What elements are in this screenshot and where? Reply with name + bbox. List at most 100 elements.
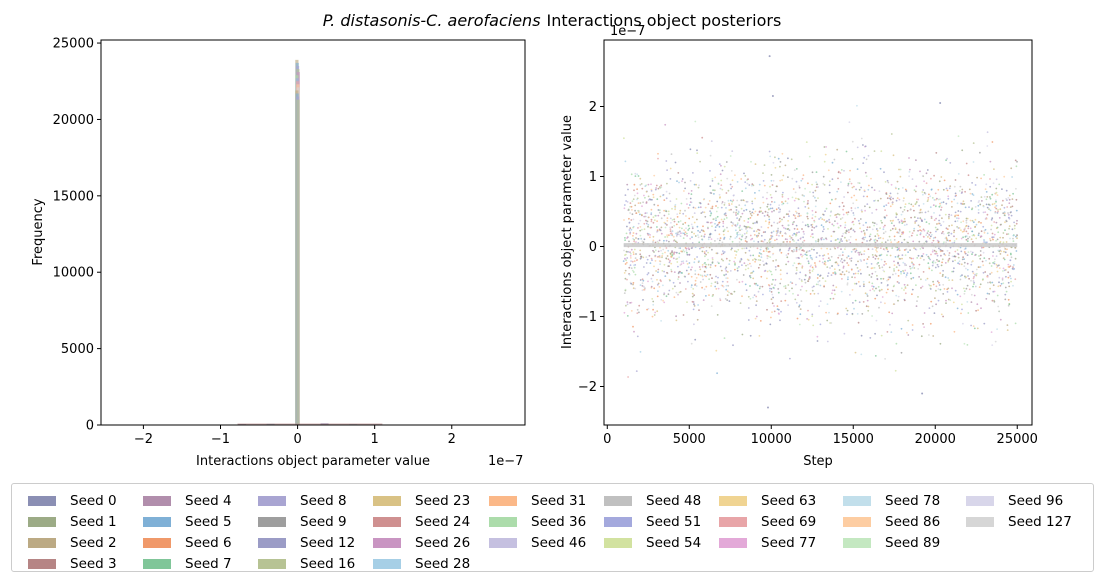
trace-point: [657, 290, 659, 292]
trace-point: [717, 223, 719, 226]
trace-point: [940, 201, 943, 204]
trace-point: [768, 215, 770, 218]
trace-point: [822, 254, 824, 257]
trace-point: [878, 190, 881, 193]
trace-point: [967, 237, 969, 240]
trace-point: [625, 259, 627, 261]
trace-point: [700, 212, 703, 215]
trace-point: [643, 194, 645, 197]
trace-point: [849, 180, 851, 183]
trace-point: [948, 225, 951, 227]
trace-point: [705, 285, 708, 288]
trace-point: [891, 203, 894, 206]
trace-point: [789, 357, 791, 360]
trace-point: [693, 258, 696, 260]
trace-point: [868, 235, 871, 238]
trace-point: [817, 292, 820, 295]
trace-point: [880, 301, 882, 304]
trace-point: [863, 259, 865, 261]
trace-point: [704, 233, 706, 236]
trace-point: [795, 272, 798, 274]
trace-point: [632, 198, 635, 201]
trace-point: [678, 233, 681, 236]
trace-point: [965, 235, 968, 238]
trace-point: [647, 234, 650, 236]
trace-x-ticks: 0 5000 10000 15000 20000 25000: [603, 425, 1038, 447]
trace-point: [987, 281, 989, 284]
trace-point: [991, 232, 994, 235]
trace-point: [936, 223, 938, 225]
trace-point: [766, 214, 769, 217]
trace-point: [868, 281, 871, 284]
trace-point: [801, 177, 804, 180]
trace-point: [1004, 229, 1006, 232]
trace-point: [887, 288, 889, 291]
trace-point: [738, 225, 741, 228]
trace-point: [685, 215, 687, 217]
trace-point: [814, 196, 816, 199]
trace-point: [652, 274, 654, 277]
trace-point: [911, 232, 914, 235]
trace-point: [831, 178, 834, 181]
trace-point: [635, 232, 638, 235]
trace-point: [684, 181, 686, 184]
trace-point: [752, 296, 754, 299]
trace-point: [954, 192, 957, 195]
trace-point: [901, 257, 903, 260]
trace-point: [771, 235, 773, 238]
trace-point: [694, 120, 697, 123]
trace-point: [685, 250, 688, 252]
trace-point: [883, 260, 886, 263]
trace-point: [795, 234, 797, 237]
trace-point: [911, 288, 914, 291]
trace-point: [751, 200, 754, 203]
trace-point: [964, 206, 967, 209]
trace-point: [792, 264, 794, 267]
trace-point: [964, 235, 967, 238]
histogram-tail-bars: [237, 423, 383, 425]
trace-point: [740, 228, 743, 231]
trace-point: [761, 285, 764, 288]
trace-point: [647, 183, 650, 186]
trace-point: [723, 165, 726, 168]
trace-point: [923, 258, 925, 261]
trace-point: [885, 263, 887, 265]
trace-point: [946, 291, 949, 293]
trace-point: [934, 266, 937, 269]
trace-point: [698, 241, 701, 244]
trace-point: [897, 269, 900, 272]
legend-swatch: [258, 495, 286, 506]
trace-point: [697, 229, 699, 232]
trace-point: [906, 331, 908, 334]
trace-point: [875, 223, 878, 226]
trace-point: [892, 273, 894, 276]
trace-point: [935, 204, 937, 207]
trace-point: [942, 188, 945, 191]
trace-point: [836, 246, 839, 249]
trace-point: [879, 197, 882, 200]
trace-point: [744, 225, 747, 228]
trace-point: [896, 180, 899, 183]
trace-point: [779, 217, 781, 220]
trace-point: [981, 200, 983, 202]
trace-point: [637, 175, 640, 177]
trace-point: [743, 262, 746, 264]
trace-point: [784, 285, 787, 287]
trace-point: [638, 304, 641, 307]
trace-point: [747, 178, 749, 181]
trace-point: [812, 236, 814, 239]
trace-point: [914, 190, 917, 193]
trace-point: [832, 272, 835, 274]
trace-point: [731, 247, 733, 250]
legend-swatch: [843, 516, 871, 527]
trace-point: [666, 169, 668, 172]
trace-point: [932, 283, 935, 286]
trace-point: [629, 231, 632, 234]
trace-point: [949, 185, 952, 188]
trace-point: [995, 200, 997, 203]
trace-point: [899, 175, 902, 178]
trace-point: [744, 237, 747, 240]
trace-point: [942, 315, 944, 318]
trace-point: [781, 203, 783, 206]
trace-point: [1003, 175, 1006, 178]
